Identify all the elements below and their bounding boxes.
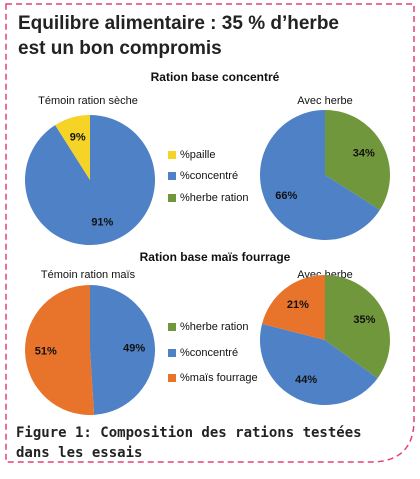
legend-swatch [168,194,176,202]
pie-title: Avec herbe [297,95,352,107]
legend-label: %herbe ration [180,192,249,204]
text-line: Figure 1: Composition des rations testée… [16,425,362,441]
pie-slice [25,285,95,415]
legend-label: %herbe ration [180,321,249,333]
pie-slice [55,115,90,180]
legend-label: %concentré [180,347,238,359]
legend-label: %concentré [180,170,238,182]
pie-slice [260,110,380,241]
pie-slice [90,285,156,415]
slice-label: 35% [353,314,375,326]
text-line: Equilibre alimentaire : 35 % d’herbe [18,13,339,34]
slice-label: 44% [295,374,317,386]
text-line: est un bon compromis [18,38,222,59]
legend-swatch [168,374,176,382]
legend-label: %maïs fourrage [180,372,258,384]
legend-swatch [168,172,176,180]
slice-label: 21% [287,299,309,311]
group-heading: Ration base maïs fourrage [140,250,291,264]
slice-label: 9% [70,131,86,143]
pie-slice [24,115,156,246]
frame [5,3,415,463]
legend-label: %paille [180,149,215,161]
slice-label: 51% [35,345,57,357]
pie-title: Témoin ration maïs [41,269,136,281]
pie-slice [259,323,378,405]
slice-label: 49% [123,343,145,355]
pie-slice [325,275,391,379]
text-line: dans les essais [16,445,142,461]
legend-swatch [168,349,176,357]
slice-label: 91% [91,216,113,228]
slice-label: 34% [353,148,375,160]
pie-slice [325,110,390,210]
group-heading: Ration base concentré [151,70,280,84]
slice-label: 66% [275,190,297,202]
legend-swatch [168,323,176,331]
pie-slice [262,275,325,340]
pie-title: Témoin ration sèche [38,95,138,107]
caption: Figure 1: Composition des rations testée… [16,425,362,461]
title: Equilibre alimentaire : 35 % d’herbe est … [18,13,339,59]
legend-swatch [168,151,176,159]
